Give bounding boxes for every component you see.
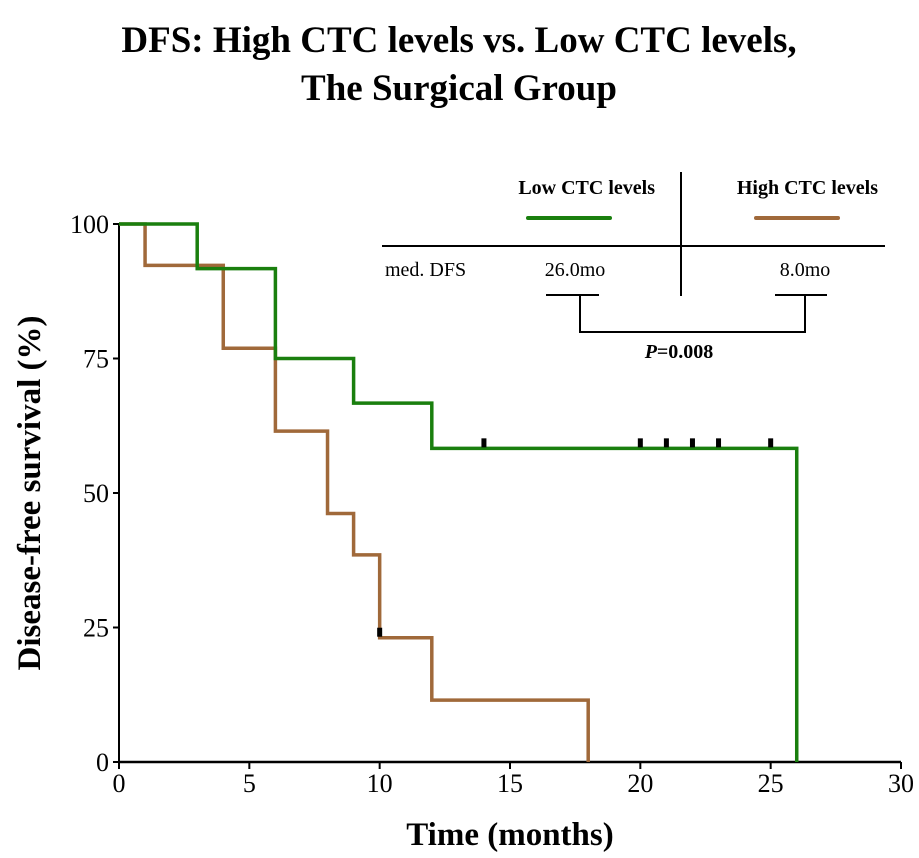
legend-row-label: med. DFS	[385, 259, 466, 281]
x-axis-label: Time (months)	[406, 817, 613, 853]
p-value-label: P=0.008	[644, 341, 714, 363]
x-tick-label: 0	[113, 769, 126, 798]
censor-mark	[377, 627, 383, 637]
x-tick-label: 30	[888, 769, 914, 798]
legend-median-low: 26.0mo	[545, 259, 606, 281]
y-tick-label: 50	[83, 479, 109, 508]
series-low-ctc-levels	[119, 222, 799, 762]
censor-mark	[768, 438, 774, 448]
title-line-2: The Surgical Group	[301, 68, 617, 109]
y-tick-label: 0	[96, 748, 109, 777]
p-symbol: P	[644, 341, 658, 363]
y-tick-label: 25	[83, 614, 109, 643]
title-line-1: DFS: High CTC levels vs. Low CTC levels,	[121, 20, 796, 61]
series-high-ctc-levels	[119, 222, 590, 762]
censor-mark	[481, 438, 487, 448]
censor-mark	[689, 438, 695, 448]
legend: Low CTC levels High CTC levels med. DFS …	[382, 172, 885, 363]
y-tick-label: 75	[83, 345, 109, 374]
x-tick-label: 20	[627, 769, 653, 798]
y-tick-label: 100	[70, 210, 109, 239]
censor-mark	[663, 438, 669, 448]
series-group	[119, 222, 799, 762]
legend-label-low: Low CTC levels	[518, 177, 655, 199]
legend-label-high: High CTC levels	[737, 177, 878, 199]
censor-mark	[716, 438, 722, 448]
x-tick-label: 5	[243, 769, 256, 798]
censor-mark	[637, 438, 643, 448]
survival-curve-high-ctc-levels	[119, 222, 590, 762]
survival-curve-low-ctc-levels	[119, 222, 799, 762]
legend-median-high: 8.0mo	[780, 259, 831, 281]
chart-title: DFS: High CTC levels vs. Low CTC levels,…	[121, 20, 796, 109]
x-tick-label: 10	[367, 769, 393, 798]
y-axis-label: Disease-free survival (%)	[12, 316, 48, 671]
x-tick-label: 15	[497, 769, 523, 798]
x-tick-label: 25	[758, 769, 784, 798]
p-value: =0.008	[657, 341, 713, 363]
significance-bracket	[546, 294, 827, 333]
axes: 0 25 50 75 100 0 5 10 15 20 25 30	[70, 210, 914, 798]
